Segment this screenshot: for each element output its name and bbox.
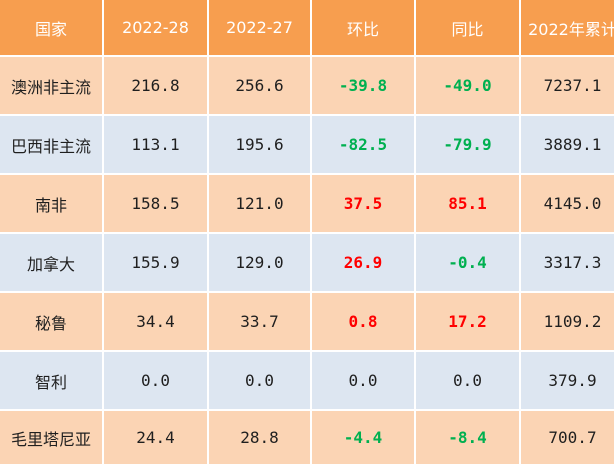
yoy-cell: -79.9 — [416, 116, 519, 173]
header-week-27: 2022-27 — [209, 0, 310, 55]
mom-cell: -82.5 — [312, 116, 414, 173]
yoy-cell: -0.4 — [416, 234, 519, 291]
ytd-cell: 7237.1 — [521, 57, 614, 114]
ytd-cell: 1109.2 — [521, 293, 614, 350]
yoy-cell: 17.2 — [416, 293, 519, 350]
week-28-cell: 155.9 — [104, 234, 207, 291]
week-27-cell: 28.8 — [209, 411, 310, 464]
country-cell: 毛里塔尼亚 — [0, 411, 102, 464]
header-week-28: 2022-28 — [104, 0, 207, 55]
country-cell: 加拿大 — [0, 234, 102, 291]
week-27-cell: 195.6 — [209, 116, 310, 173]
week-28-cell: 158.5 — [104, 175, 207, 232]
country-cell: 智利 — [0, 352, 102, 409]
week-27-cell: 256.6 — [209, 57, 310, 114]
mom-cell: -4.4 — [312, 411, 414, 464]
week-27-cell: 0.0 — [209, 352, 310, 409]
week-28-cell: 34.4 — [104, 293, 207, 350]
mom-cell: -39.8 — [312, 57, 414, 114]
ytd-cell: 379.9 — [521, 352, 614, 409]
mom-cell: 37.5 — [312, 175, 414, 232]
header-yoy: 同比 — [416, 0, 519, 55]
mom-cell: 26.9 — [312, 234, 414, 291]
ytd-cell: 3889.1 — [521, 116, 614, 173]
header-mom: 环比 — [312, 0, 414, 55]
week-28-cell: 0.0 — [104, 352, 207, 409]
week-28-cell: 113.1 — [104, 116, 207, 173]
mom-cell: 0.0 — [312, 352, 414, 409]
mom-cell: 0.8 — [312, 293, 414, 350]
week-28-cell: 216.8 — [104, 57, 207, 114]
country-cell: 巴西非主流 — [0, 116, 102, 173]
country-cell: 南非 — [0, 175, 102, 232]
country-cell: 澳洲非主流 — [0, 57, 102, 114]
week-28-cell: 24.4 — [104, 411, 207, 464]
country-cell: 秘鲁 — [0, 293, 102, 350]
yoy-cell: 85.1 — [416, 175, 519, 232]
ytd-cell: 3317.3 — [521, 234, 614, 291]
ytd-cell: 700.7 — [521, 411, 614, 464]
yoy-cell: -8.4 — [416, 411, 519, 464]
header-ytd: 2022年累计 — [521, 0, 614, 55]
week-27-cell: 129.0 — [209, 234, 310, 291]
week-27-cell: 121.0 — [209, 175, 310, 232]
week-27-cell: 33.7 — [209, 293, 310, 350]
yoy-cell: -49.0 — [416, 57, 519, 114]
ytd-cell: 4145.0 — [521, 175, 614, 232]
yoy-cell: 0.0 — [416, 352, 519, 409]
header-country: 国家 — [0, 0, 102, 55]
